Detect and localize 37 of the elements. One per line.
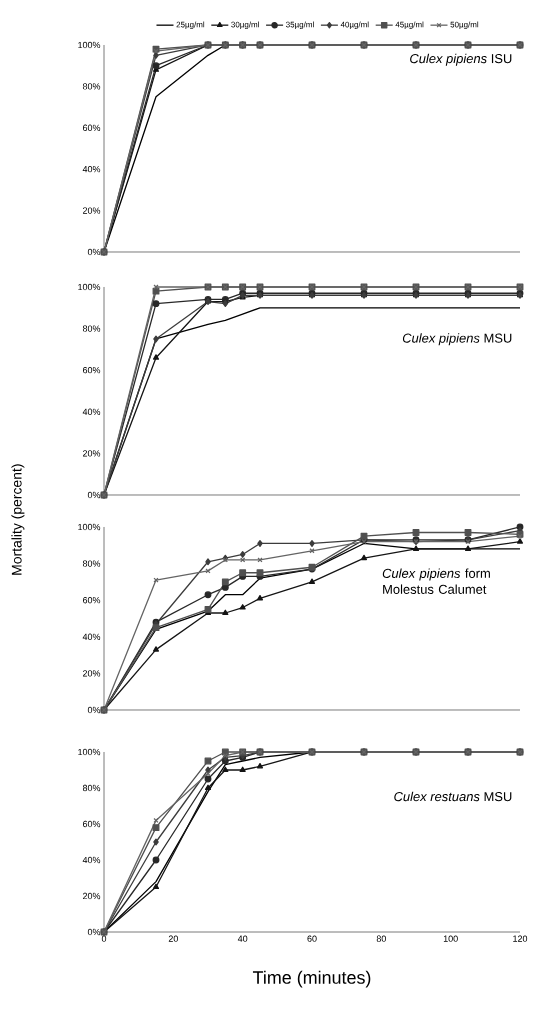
y-tick-label: 100%: [78, 41, 101, 49]
y-tick-label: 40%: [82, 856, 101, 864]
y-tick-label: 80%: [82, 83, 101, 90]
y-tick-label: 40%: [82, 408, 101, 415]
x-tick-label: 40: [237, 935, 248, 942]
x-tick-label: 20: [168, 935, 178, 942]
y-tick-label: 0%: [87, 706, 101, 714]
y-tick-label: 20%: [82, 892, 101, 900]
text: Culex pipiens form Molestus Calumet: [382, 568, 490, 594]
text: Culex pipiens MSU: [402, 333, 512, 346]
text: Culex restuans MSU: [394, 791, 512, 802]
y-tick-label: 100%: [78, 748, 101, 756]
y-tick-label: 40%: [82, 633, 101, 640]
y-tick-label: 80%: [82, 784, 101, 792]
y-tick-label: 60%: [82, 597, 101, 604]
x-tick-label: 80: [376, 935, 386, 942]
text: Culex pipiens ISU: [410, 53, 512, 66]
y-tick-label: 0%: [87, 491, 101, 499]
y-tick-label: 20%: [82, 207, 101, 214]
x-tick-label: 60: [307, 935, 317, 942]
y-tick-label: 60%: [82, 820, 101, 828]
x-tick-label: 100: [443, 935, 458, 942]
y-tick-label: 40%: [82, 166, 101, 173]
y-tick-label: 80%: [82, 560, 101, 567]
y-tick-label: 0%: [87, 928, 101, 936]
x-tick-label: 0: [101, 935, 107, 942]
y-tick-label: 20%: [82, 670, 101, 677]
y-tick-label: 80%: [82, 325, 101, 332]
y-tick-label: 0%: [87, 248, 101, 256]
y-tick-label: 100%: [78, 523, 101, 531]
y-tick-label: 20%: [82, 450, 101, 457]
y-tick-label: 60%: [82, 124, 101, 131]
y-axis-title: Mortality (percent): [11, 464, 25, 575]
y-tick-label: 60%: [82, 367, 101, 374]
x-axis-title: Time (minutes): [252, 970, 371, 988]
y-tick-label: 100%: [78, 283, 101, 291]
x-tick-label: 120: [513, 935, 528, 942]
